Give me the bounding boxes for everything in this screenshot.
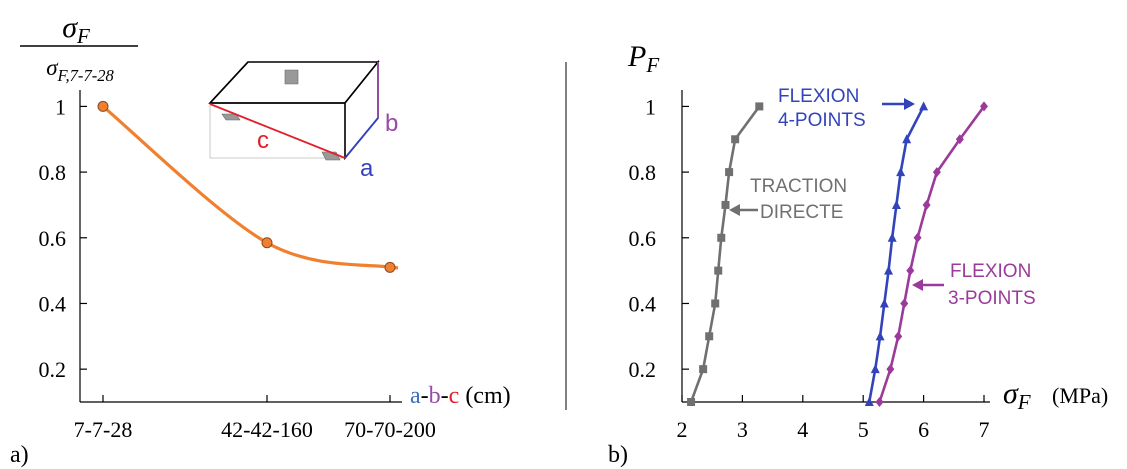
ytick-label-a: 1 (55, 94, 66, 119)
ylabel-b: PF (627, 40, 659, 77)
data-point-a (384, 261, 396, 273)
xtick-label-a: 7-7-28 (74, 417, 133, 442)
xtick-label-a: 42-42-160 (221, 417, 313, 442)
marker-triangle (879, 298, 889, 308)
marker-diamond (980, 101, 988, 112)
marker-triangle (875, 331, 885, 341)
traction-label-line2: DIRECTE (760, 202, 843, 223)
marker-square (755, 102, 764, 111)
marker-diamond (955, 134, 964, 145)
label-a: a (360, 155, 374, 182)
data-point-a (261, 237, 273, 249)
xlabel-a-dash-2: - (441, 383, 449, 409)
marker-triangle (902, 134, 912, 144)
beam-inset-illustration: c b a (208, 59, 398, 182)
marker-square (714, 266, 723, 275)
xtick-label-b: 3 (737, 417, 748, 442)
data-point-a (97, 100, 109, 112)
xlabel-b-unit: (MPa) (1052, 383, 1108, 408)
ytick-label-a: 0.4 (39, 291, 67, 316)
annotation-traction: TRACTION DIRECTE (729, 176, 847, 223)
series-line-2 (867, 105, 925, 403)
xtick-label-b: 5 (858, 417, 869, 442)
marker-diamond (900, 298, 909, 309)
marker-square (717, 233, 726, 242)
flexion3-label-line2: 3-POINTS (948, 288, 1036, 309)
marker-square (725, 168, 734, 177)
marker-diamond (894, 331, 903, 342)
annotation-flexion-4: FLEXION 4-POINTS (778, 86, 915, 131)
ytick-label-b: 1 (645, 94, 656, 119)
marker-triangle (870, 364, 880, 374)
marker-square (687, 398, 696, 406)
flexion3-label-line1: FLEXION (950, 261, 1031, 282)
ytick-label-a: 0.2 (39, 357, 67, 382)
marker-diamond (913, 232, 922, 243)
load-block (284, 69, 299, 85)
panel-b: PF 0.2 0.4 0.6 0.8 1 2 3 4 5 6 7 σF (MPa) TRACTIO… (608, 40, 1108, 468)
flexion4-arrowhead (904, 98, 915, 110)
marker-diamond (922, 199, 931, 210)
xlabel-a-part-a: a (410, 383, 421, 409)
xlabel-a-part-b: b (429, 383, 441, 409)
marker-diamond (875, 397, 884, 407)
label-b: b (385, 110, 398, 137)
edge-c (209, 103, 346, 159)
flexion4-label-line1: FLEXION (778, 86, 859, 107)
panel-a: σF σF,7-7-28 0.2 0.4 0.6 0.8 1 7-7-28 42-42-1… (10, 11, 511, 468)
xlabel-a-dash-1: - (421, 383, 429, 409)
marker-diamond (886, 364, 895, 375)
marker-triangle (864, 397, 874, 406)
marker-triangle (896, 167, 906, 177)
ylabel-a-numerator: σF (62, 11, 90, 48)
marker-square (705, 332, 714, 341)
series-line-3 (878, 105, 986, 403)
xlabel-a-unit: (cm) (459, 383, 510, 409)
panel-label-a: a) (10, 442, 29, 468)
xlabel-b: σF (1003, 377, 1031, 414)
ytick-label-a: 0.8 (39, 160, 67, 185)
annotation-flexion-3: FLEXION 3-POINTS (912, 261, 1036, 309)
marker-square (711, 299, 720, 308)
panel-label-b: b) (608, 442, 628, 468)
ytick-label-b: 0.4 (629, 291, 657, 316)
ytick-label-b: 0.6 (629, 226, 657, 251)
marker-triangle (919, 101, 929, 111)
ylabel-a-denominator: σF,7-7-28 (46, 55, 114, 85)
xlabel-a: a-b-c (cm) (410, 383, 511, 409)
traction-arrowhead (729, 204, 740, 216)
marker-triangle (884, 265, 894, 275)
traction-label-line1: TRACTION (750, 176, 847, 197)
support-left (221, 113, 241, 121)
marker-square (731, 135, 740, 144)
flexion4-label-line2: 4-POINTS (778, 110, 866, 131)
series-line-1 (689, 105, 761, 403)
marker-triangle (887, 232, 897, 242)
series-a-line (101, 105, 391, 269)
xtick-label-b: 2 (677, 417, 688, 442)
xtick-label-b: 6 (918, 417, 929, 442)
label-c: c (257, 127, 269, 154)
flexion3-arrowhead (912, 279, 923, 291)
ytick-label-b: 0.2 (629, 357, 657, 382)
ytick-label-b: 0.8 (629, 160, 657, 185)
marker-diamond (932, 167, 941, 178)
xlabel-a-part-c: c (449, 383, 460, 409)
marker-square (699, 365, 708, 374)
marker-square (721, 200, 730, 209)
marker-diamond (906, 265, 915, 276)
ylabel-b-text: PF (627, 40, 659, 77)
marker-triangle (891, 199, 901, 209)
xtick-label-b: 4 (797, 417, 808, 442)
xtick-label-a: 70-70-200 (344, 417, 436, 442)
xtick-label-b: 7 (979, 417, 990, 442)
edge-a (344, 117, 379, 159)
ytick-label-a: 0.6 (39, 226, 67, 251)
